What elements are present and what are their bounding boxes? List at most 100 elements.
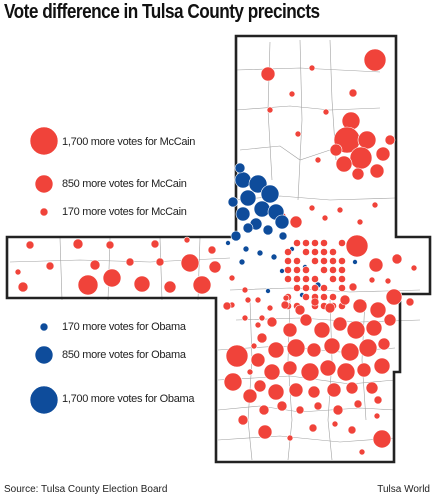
mccain-precinct-circle bbox=[237, 414, 249, 426]
mccain-precinct-circle bbox=[207, 245, 217, 255]
obama-precinct-circle bbox=[238, 258, 246, 266]
mccain-precinct-circle bbox=[244, 296, 252, 304]
mccain-precinct-circle bbox=[324, 302, 336, 314]
obama-precinct-circle bbox=[262, 224, 274, 236]
mccain-precinct-circle bbox=[356, 218, 364, 226]
mccain-precinct-circle bbox=[77, 274, 99, 296]
mccain-precinct-circle bbox=[313, 401, 323, 411]
mccain-precinct-circle bbox=[208, 260, 222, 274]
mccain-precinct-circle bbox=[311, 239, 319, 247]
mccain-precinct-circle bbox=[223, 372, 243, 392]
mccain-precinct-circle bbox=[225, 344, 249, 368]
obama-precinct-circle bbox=[227, 196, 239, 208]
mccain-precinct-circle bbox=[383, 313, 397, 327]
mccain-precinct-circle bbox=[332, 316, 348, 332]
mccain-precinct-circle bbox=[286, 434, 294, 442]
mccain-precinct-circle bbox=[311, 275, 319, 283]
mccain-precinct-circle bbox=[293, 275, 301, 283]
obama-precinct-circle bbox=[239, 189, 257, 207]
obama-precinct-circle bbox=[253, 200, 271, 218]
mccain-precinct-circle bbox=[299, 313, 313, 327]
mccain-precinct-circle bbox=[358, 448, 366, 456]
mccain-precinct-circle bbox=[300, 362, 320, 382]
obama-precinct-circle bbox=[230, 230, 242, 242]
mccain-precinct-circle bbox=[357, 130, 377, 150]
mccain-precinct-circle bbox=[320, 239, 328, 247]
obama-precinct-circle bbox=[270, 253, 278, 261]
mccain-precinct-circle bbox=[302, 284, 310, 292]
legend-obama-1700-label: 1,700 more votes for Obama bbox=[62, 393, 195, 405]
mccain-precinct-circle bbox=[288, 90, 296, 98]
mccain-precinct-circle bbox=[320, 293, 328, 301]
mccain-precinct-circle bbox=[289, 215, 303, 229]
mccain-precinct-circle bbox=[338, 266, 346, 274]
obama-precinct-circle bbox=[234, 171, 252, 189]
mccain-precinct-circle bbox=[363, 48, 387, 72]
mccain-precinct-circle bbox=[384, 277, 392, 285]
mccain-precinct-circle bbox=[321, 214, 329, 222]
mccain-precinct-circle bbox=[72, 238, 84, 250]
mccain-precinct-circle bbox=[284, 257, 292, 265]
mccain-precinct-circle bbox=[282, 322, 298, 338]
mccain-precinct-circle bbox=[14, 268, 22, 276]
mccain-precinct-circle bbox=[302, 293, 310, 301]
mccain-precinct-circle bbox=[322, 108, 330, 116]
mccain-precinct-circle bbox=[282, 294, 290, 302]
mccain-precinct-circle bbox=[373, 357, 391, 375]
mccain-precinct-circle bbox=[133, 275, 151, 293]
mccain-precinct-circle bbox=[348, 282, 358, 292]
mccain-precinct-circle bbox=[284, 248, 292, 256]
mccain-precinct-circle bbox=[155, 257, 165, 267]
mccain-precinct-circle bbox=[349, 146, 373, 170]
mccain-precinct-circle bbox=[326, 382, 342, 398]
mccain-precinct-circle bbox=[329, 257, 337, 265]
mccain-precinct-circle bbox=[347, 425, 357, 435]
mccain-precinct-circle bbox=[17, 281, 29, 293]
mccain-precinct-circle bbox=[250, 342, 258, 350]
mccain-precinct-circle bbox=[410, 264, 418, 272]
obama-precinct-circle bbox=[235, 206, 251, 222]
mccain-precinct-circle bbox=[375, 146, 391, 162]
mccain-precinct-circle bbox=[373, 395, 383, 405]
mccain-precinct-circle bbox=[260, 66, 276, 82]
mccain-precinct-circle bbox=[336, 206, 344, 214]
mccain-precinct-circle bbox=[345, 234, 369, 258]
legend-obama-850-label: 850 more votes for Obama bbox=[62, 349, 186, 361]
mccain-precinct-circle bbox=[320, 266, 328, 274]
obama-precinct-circle bbox=[256, 249, 264, 257]
mccain-precinct-circle bbox=[308, 423, 318, 433]
mccain-precinct-circle bbox=[339, 294, 351, 306]
map-title: Vote difference in Tulsa County precinct… bbox=[4, 1, 320, 23]
mccain-precinct-circle bbox=[329, 266, 337, 274]
obama-precinct-circle bbox=[234, 162, 246, 174]
mccain-precinct-circle bbox=[345, 381, 359, 395]
mccain-precinct-circle bbox=[405, 297, 415, 307]
mccain-precinct-circle bbox=[102, 268, 122, 288]
obama-precinct-circle bbox=[265, 288, 271, 294]
mccain-precinct-circle bbox=[311, 284, 319, 292]
mccain-precinct-circle bbox=[391, 253, 403, 265]
mccain-precinct-circle bbox=[45, 261, 55, 271]
mccain-precinct-circle bbox=[266, 304, 274, 312]
mccain-precinct-circle bbox=[369, 301, 387, 319]
mccain-precinct-circle bbox=[25, 240, 35, 250]
mccain-precinct-circle bbox=[257, 424, 273, 440]
mccain-precinct-circle bbox=[150, 239, 160, 249]
mccain-precinct-circle bbox=[295, 405, 305, 415]
mccain-precinct-circle bbox=[276, 400, 288, 412]
obama-precinct-circle bbox=[248, 174, 268, 194]
county-outline bbox=[5, 34, 432, 464]
mccain-precinct-circle bbox=[353, 399, 363, 409]
mccain-precinct-circle bbox=[192, 275, 212, 295]
mccain-precinct-circle bbox=[256, 332, 268, 344]
source-note: Source: Tulsa County Election Board bbox=[4, 484, 168, 495]
mccain-precinct-circle bbox=[351, 167, 365, 181]
mccain-precinct-circle bbox=[89, 259, 101, 271]
mccain-precinct-circle bbox=[241, 286, 249, 294]
legend-mccain-850-label: 850 more votes for McCain bbox=[62, 178, 187, 190]
obama-precinct-circle bbox=[278, 231, 288, 241]
mccain-precinct-circle bbox=[302, 275, 310, 283]
mccain-precinct-circle bbox=[308, 204, 316, 212]
obama-precinct-circle bbox=[274, 214, 290, 230]
mccain-precinct-circle bbox=[372, 429, 392, 449]
